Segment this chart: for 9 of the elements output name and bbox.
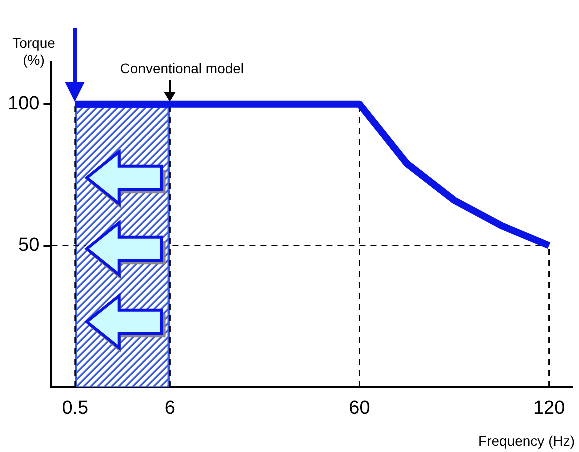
y-tick-label: 50	[18, 235, 40, 256]
x-tick-label: 60	[349, 398, 370, 419]
x-axis-title: Frequency (Hz)	[478, 433, 575, 449]
annotation: Conventional model	[120, 60, 244, 76]
y-axis-title: Torque (%)	[12, 35, 56, 68]
x-tick-label: 120	[533, 398, 566, 419]
y-tick-label: 100	[8, 94, 40, 115]
x-tick-label: 0.5	[62, 398, 89, 419]
x-tick-label: 6	[164, 398, 176, 419]
